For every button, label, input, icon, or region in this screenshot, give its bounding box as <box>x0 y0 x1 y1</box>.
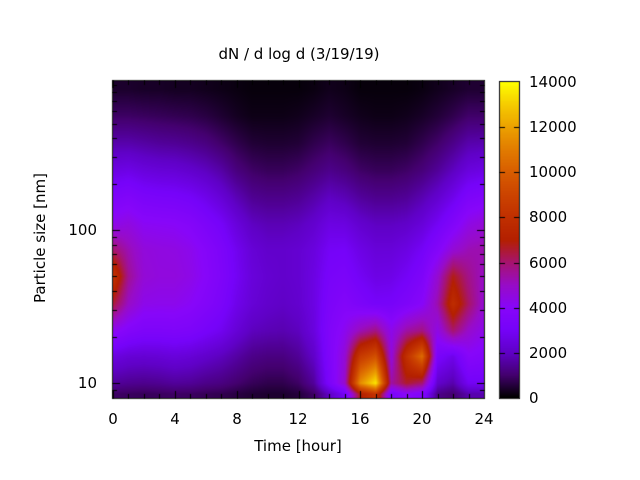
heatmap-canvas <box>113 81 484 398</box>
x-tick-label-0: 0 <box>108 410 118 428</box>
x-axis-title: Time [hour] <box>254 437 342 455</box>
colorbar-tick-label-6000: 6000 <box>529 254 568 272</box>
colorbar-tick-label-12000: 12000 <box>529 118 577 136</box>
x-tick-label-12: 12 <box>288 410 308 428</box>
colorbar-tick-label-2000: 2000 <box>529 344 568 362</box>
chart-title: dN / d log d (3/19/19) <box>218 45 380 63</box>
colorbar-tick-label-4000: 4000 <box>529 299 568 317</box>
colorbar-tick-label-0: 0 <box>529 389 539 407</box>
x-tick-label-16: 16 <box>350 410 370 428</box>
colorbar-tick-label-10000: 10000 <box>529 163 577 181</box>
y-tick-label-10: 10 <box>77 374 97 392</box>
x-tick-label-20: 20 <box>412 410 432 428</box>
colorbar-canvas <box>500 82 519 398</box>
y-axis-title: Particle size [nm] <box>31 173 49 303</box>
colorbar-tick-label-14000: 14000 <box>529 73 577 91</box>
x-tick-label-8: 8 <box>232 410 242 428</box>
x-tick-label-4: 4 <box>170 410 180 428</box>
y-tick-label-100: 100 <box>68 221 97 239</box>
colorbar-tick-label-8000: 8000 <box>529 208 568 226</box>
x-tick-label-24: 24 <box>474 410 494 428</box>
